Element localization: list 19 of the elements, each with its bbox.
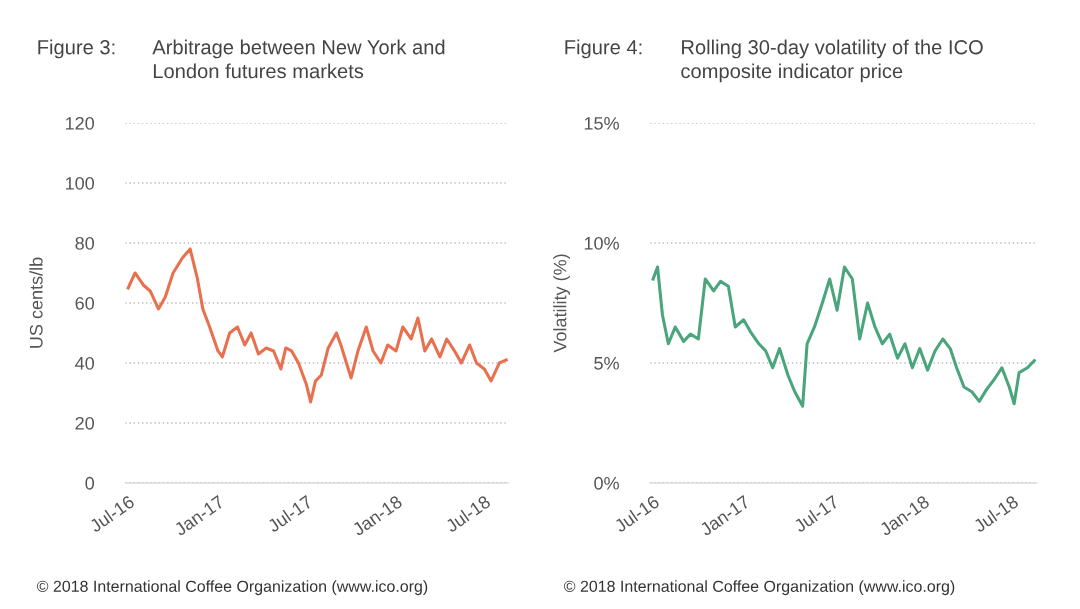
text: © 2018 International Coffee Organization (www.ico.org) [564,580,955,596]
y-axis-title: Volatility (%) [553,254,571,353]
chart-title: Figure 3: Arbitrage between New York and London futures markets [38,39,445,79]
y-tick-label: 10% [584,236,619,250]
y-tick-label: 80 [75,236,95,250]
y-tick-label: 15% [584,117,619,130]
chart-title: Figure 4: Rolling 30-day volatility of the ICO composite indicator price [565,39,983,83]
line-series [126,247,508,404]
y-tick-label: 5% [594,356,619,370]
text: © 2018 International Coffee Organization (www.ico.org) [36,580,428,596]
y-tick-label: 120 [65,116,95,130]
y-tick-label: 40 [75,356,95,370]
y-tick-label: 0 [85,476,95,490]
y-tick-label: 60 [75,296,95,310]
y-axis-title: US cents/lb [29,257,43,348]
line-series [651,265,1036,408]
y-tick-label: 0% [594,476,619,490]
y-tick-label: 20 [75,416,95,430]
y-tick-label: 100 [65,176,95,190]
